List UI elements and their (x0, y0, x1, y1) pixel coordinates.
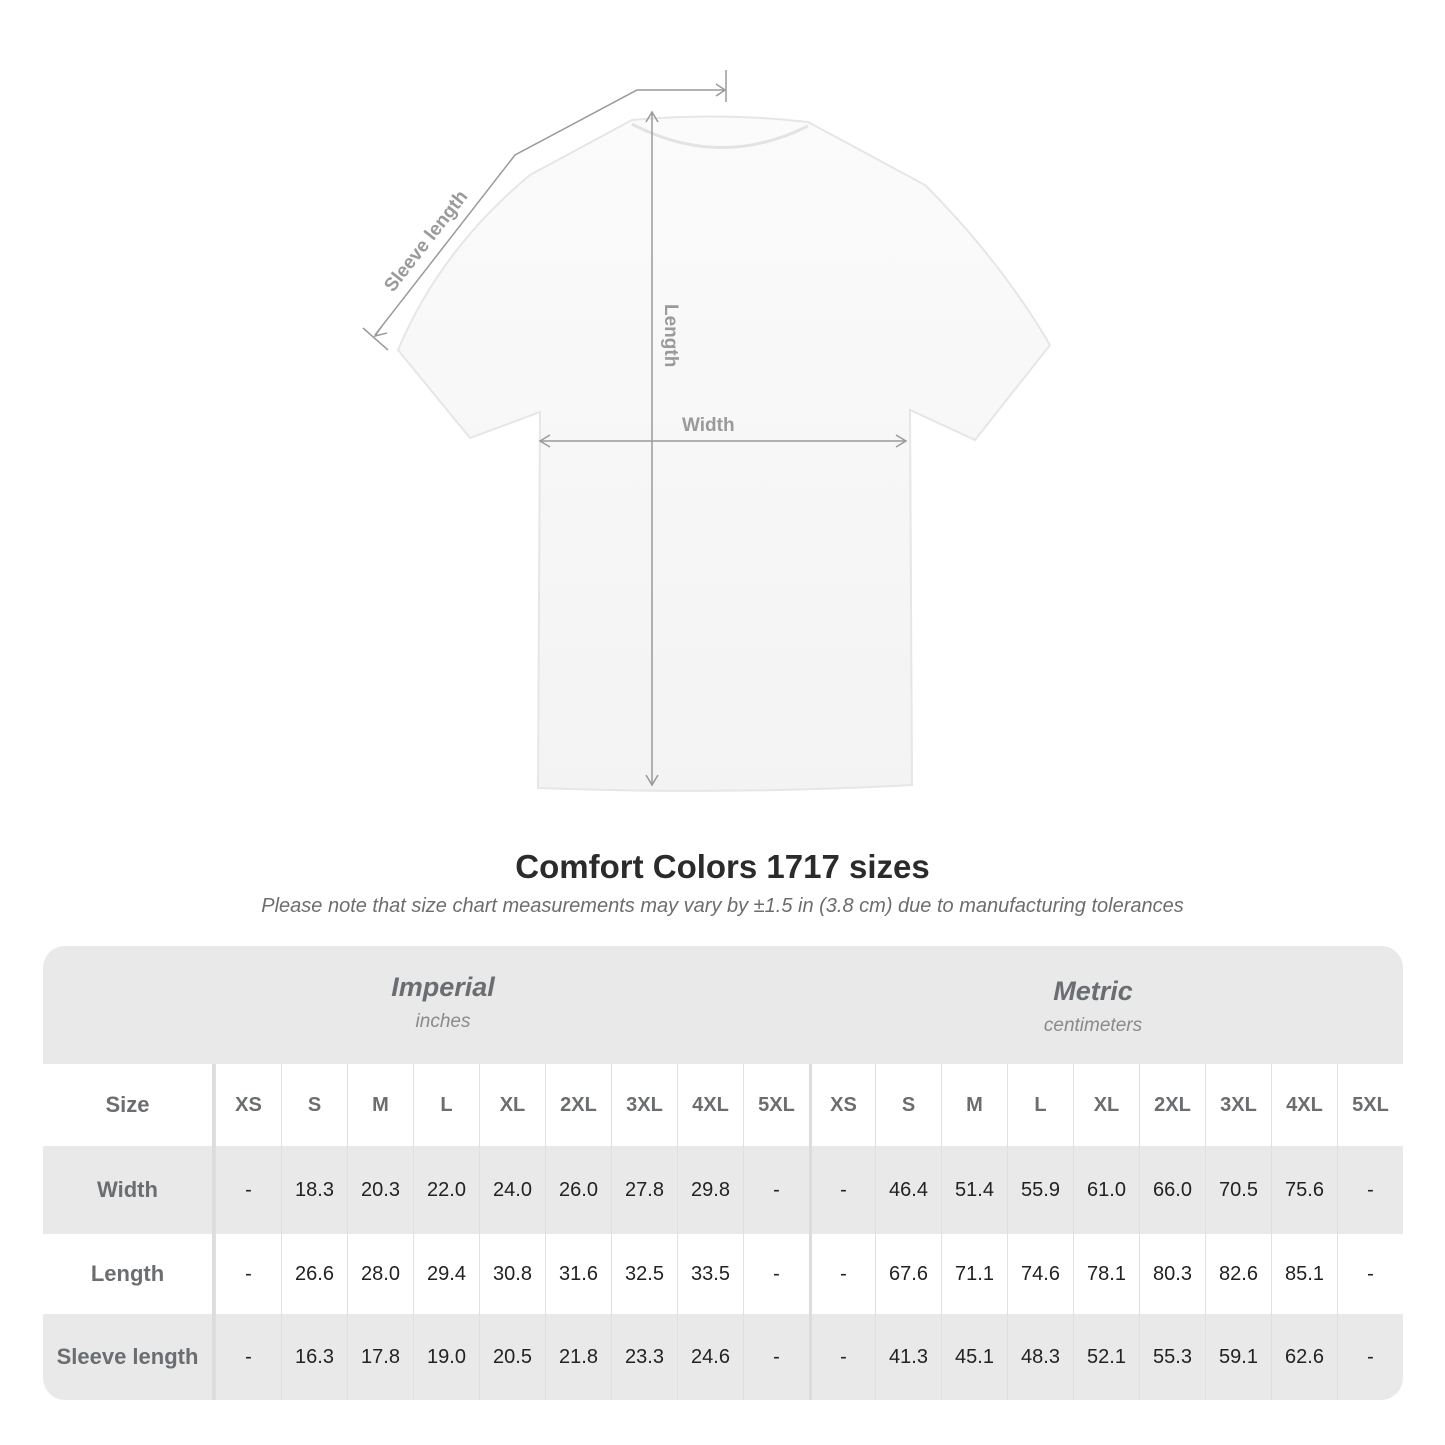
metric-size-m: M (941, 1064, 1007, 1146)
imperial-size-3xl: 3XL (611, 1064, 677, 1146)
size-header-row: Size XS S M L XL 2XL 3XL 4XL 5XL XS S M L XL 2XL 3XL 4XL 5… (43, 1064, 1403, 1146)
imperial-title: Imperial (391, 972, 495, 1002)
size-table: Imperial inches Metric centimeters Size X… (43, 946, 1403, 1400)
size-header-label: Size (43, 1064, 215, 1146)
metric-value-cell: - (1337, 1314, 1403, 1400)
metric-size-s: S (875, 1064, 941, 1146)
metric-value-cell: 70.5 (1205, 1146, 1271, 1234)
row-label: Sleeve length (43, 1314, 215, 1400)
metric-value-cell: 67.6 (875, 1234, 941, 1314)
imperial-value-cell: - (743, 1314, 809, 1400)
tshirt-image (396, 115, 1052, 792)
metric-value-cell: 61.0 (1073, 1146, 1139, 1234)
metric-value-cell: 71.1 (941, 1234, 1007, 1314)
metric-value-cell: 51.4 (941, 1146, 1007, 1234)
table-row-length: Length -26.6 28.0 29.4 30.8 31.6 32.5 33.5- -67.… (43, 1234, 1403, 1314)
imperial-value-cell: - (743, 1234, 809, 1314)
imperial-value-cell: - (743, 1146, 809, 1234)
row-label: Length (43, 1234, 215, 1314)
imperial-unit: inches (415, 1011, 471, 1032)
table-row-sleeve-length: Sleeve length -16.3 17.8 19.0 20.5 21.8 23.3 24… (43, 1314, 1403, 1400)
imperial-value-cell: - (215, 1146, 281, 1234)
metric-value-cell: 75.6 (1271, 1146, 1337, 1234)
metric-value-cell: 59.1 (1205, 1314, 1271, 1400)
imperial-size-l: L (413, 1064, 479, 1146)
metric-size-l: L (1007, 1064, 1073, 1146)
imperial-value-cell: 31.6 (545, 1234, 611, 1314)
length-label: Length (660, 304, 681, 367)
width-label: Width (682, 415, 735, 436)
metric-value-cell: 52.1 (1073, 1314, 1139, 1400)
imperial-size-s: S (281, 1064, 347, 1146)
metric-value-cell: 85.1 (1271, 1234, 1337, 1314)
metric-value-cell: 80.3 (1139, 1234, 1205, 1314)
metric-value-cell: 66.0 (1139, 1146, 1205, 1234)
imperial-value-cell: 26.6 (281, 1234, 347, 1314)
metric-value-cell: - (809, 1314, 875, 1400)
metric-value-cell: 45.1 (941, 1314, 1007, 1400)
metric-value-cell: - (809, 1146, 875, 1234)
imperial-value-cell: 24.6 (677, 1314, 743, 1400)
metric-value-cell: 55.3 (1139, 1314, 1205, 1400)
imperial-value-cell: 33.5 (677, 1234, 743, 1314)
imperial-value-cell: 24.0 (479, 1146, 545, 1234)
metric-size-4xl: 4XL (1271, 1064, 1337, 1146)
metric-size-5xl: 5XL (1337, 1064, 1403, 1146)
imperial-value-cell: 20.5 (479, 1314, 545, 1400)
imperial-value-cell: 18.3 (281, 1146, 347, 1234)
measurement-lines (362, 70, 908, 787)
imperial-header: Imperial inches (143, 972, 743, 1033)
metric-title: Metric (1053, 976, 1133, 1006)
imperial-value-cell: 16.3 (281, 1314, 347, 1400)
imperial-value-cell: 32.5 (611, 1234, 677, 1314)
imperial-value-cell: 17.8 (347, 1314, 413, 1400)
tolerance-note: Please note that size chart measurements… (261, 895, 1184, 917)
imperial-size-4xl: 4XL (677, 1064, 743, 1146)
metric-size-xs: XS (809, 1064, 875, 1146)
imperial-value-cell: 23.3 (611, 1314, 677, 1400)
metric-header: Metric centimeters (793, 976, 1393, 1037)
unit-header-band: Imperial inches Metric centimeters (43, 946, 1403, 1064)
metric-size-2xl: 2XL (1139, 1064, 1205, 1146)
imperial-size-2xl: 2XL (545, 1064, 611, 1146)
metric-value-cell: 62.6 (1271, 1314, 1337, 1400)
metric-value-cell: - (809, 1234, 875, 1314)
imperial-value-cell: 29.8 (677, 1146, 743, 1234)
metric-value-cell: 74.6 (1007, 1234, 1073, 1314)
imperial-value-cell: 22.0 (413, 1146, 479, 1234)
metric-size-3xl: 3XL (1205, 1064, 1271, 1146)
imperial-size-xs: XS (215, 1064, 281, 1146)
metric-value-cell: 41.3 (875, 1314, 941, 1400)
imperial-value-cell: 20.3 (347, 1146, 413, 1234)
metric-value-cell: - (1337, 1234, 1403, 1314)
metric-value-cell: 55.9 (1007, 1146, 1073, 1234)
imperial-size-xl: XL (479, 1064, 545, 1146)
imperial-size-m: M (347, 1064, 413, 1146)
imperial-value-cell: 26.0 (545, 1146, 611, 1234)
chart-title: Comfort Colors 1717 sizes (515, 848, 930, 885)
imperial-value-cell: 27.8 (611, 1146, 677, 1234)
imperial-value-cell: 21.8 (545, 1314, 611, 1400)
metric-value-cell: 48.3 (1007, 1314, 1073, 1400)
metric-unit: centimeters (1043, 1015, 1143, 1036)
table-row-width: Width -18.3 20.3 22.0 24.0 26.0 27.8 29.8- -46.4… (43, 1146, 1403, 1234)
metric-value-cell: 78.1 (1073, 1234, 1139, 1314)
imperial-value-cell: 28.0 (347, 1234, 413, 1314)
imperial-size-5xl: 5XL (743, 1064, 809, 1146)
imperial-value-cell: 29.4 (413, 1234, 479, 1314)
imperial-value-cell: 19.0 (413, 1314, 479, 1400)
row-label: Width (43, 1146, 215, 1234)
metric-value-cell: - (1337, 1146, 1403, 1234)
imperial-value-cell: - (215, 1314, 281, 1400)
imperial-value-cell: - (215, 1234, 281, 1314)
metric-value-cell: 82.6 (1205, 1234, 1271, 1314)
tshirt-measurement-diagram: Sleeve length Length Width (362, 70, 1052, 792)
imperial-value-cell: 30.8 (479, 1234, 545, 1314)
metric-size-xl: XL (1073, 1064, 1139, 1146)
metric-value-cell: 46.4 (875, 1146, 941, 1234)
